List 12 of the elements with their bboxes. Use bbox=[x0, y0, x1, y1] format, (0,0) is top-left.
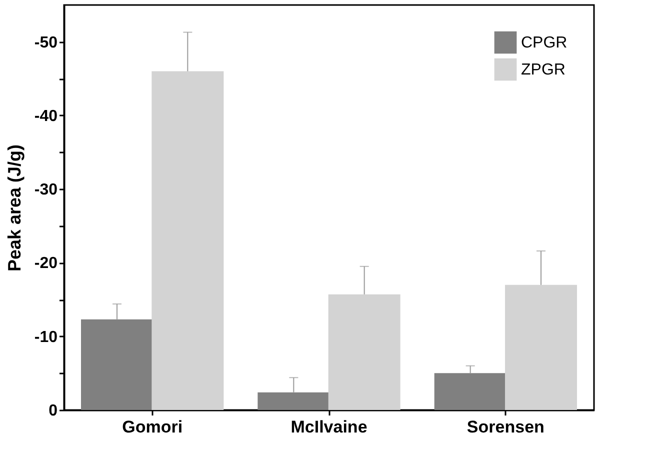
y-tick-label: -40 bbox=[34, 108, 58, 125]
y-tick-label: -20 bbox=[34, 255, 58, 272]
x-tick-label: Gomori bbox=[122, 418, 183, 436]
legend-label: CPGR bbox=[521, 34, 568, 52]
x-tick-label: Sorensen bbox=[466, 418, 544, 436]
y-tick-label: 0 bbox=[48, 402, 58, 420]
y-tick-label: -10 bbox=[34, 328, 58, 346]
y-tick-label: -50 bbox=[34, 34, 58, 52]
x-tick-label: McIlvaine bbox=[290, 418, 368, 436]
y-axis-title: Peak area (J/g) bbox=[4, 144, 24, 272]
legend-label: ZPGR bbox=[521, 62, 566, 78]
y-tick-label: -30 bbox=[34, 182, 58, 199]
